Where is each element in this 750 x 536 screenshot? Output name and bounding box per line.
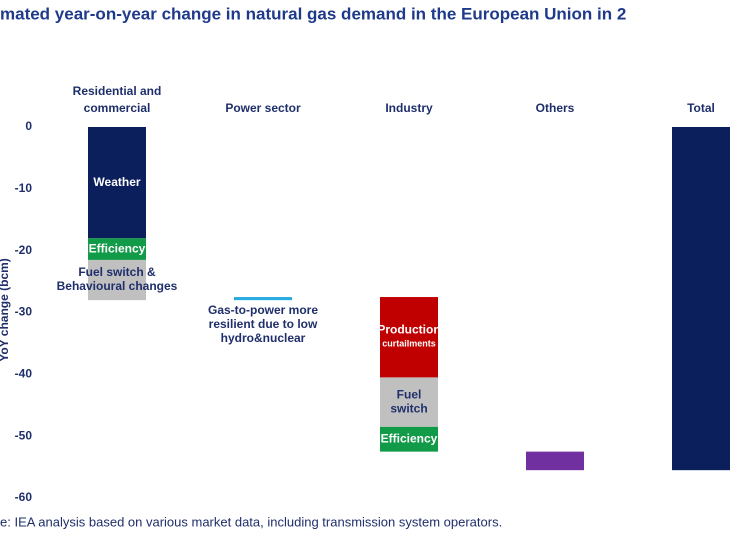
annotation: resilient due to low [209, 317, 318, 331]
bar-segment [380, 297, 438, 378]
y-tick-label: -60 [15, 490, 33, 504]
category-label: Others [536, 101, 575, 115]
segment-label: Behavioural changes [57, 279, 178, 293]
bar-segment [88, 238, 146, 260]
y-axis-label: YoY change (bcm) [0, 258, 11, 362]
segment-label: Efficiency [381, 431, 438, 445]
bar-segment [526, 451, 584, 471]
category-label: Power sector [225, 101, 301, 115]
category-label: commercial [84, 101, 151, 115]
segment-label: Fuel switch & [78, 265, 156, 279]
y-tick-label: 0 [25, 119, 32, 133]
segment-label: Fuel [397, 387, 422, 401]
bar-segment [88, 259, 146, 301]
annotation: hydro&nuclear [221, 331, 306, 345]
y-tick-label: -40 [15, 367, 33, 381]
bar-segment [672, 127, 730, 471]
category-label: Industry [385, 101, 433, 115]
bar-segment [380, 377, 438, 427]
y-tick-label: -10 [15, 181, 33, 195]
y-tick-label: -50 [15, 428, 33, 442]
y-tick-label: -20 [15, 243, 33, 257]
segment-label: switch [390, 401, 427, 415]
segment-label: curtailments [382, 339, 436, 349]
source-note: e: IEA analysis based on various market … [0, 514, 502, 529]
segment-label: Efficiency [89, 241, 146, 255]
bar-segment [88, 127, 146, 239]
segment-label: Weather [93, 175, 140, 189]
y-tick-label: -30 [15, 305, 33, 319]
category-label: Residential and [73, 84, 162, 98]
segment-label: Production [377, 322, 440, 336]
bar-segment [380, 426, 438, 452]
chart-title: mated year-on-year change in natural gas… [0, 4, 626, 23]
annotation: Gas-to-power more [208, 303, 318, 317]
category-label: Total [687, 101, 715, 115]
bar-segment [234, 297, 292, 301]
